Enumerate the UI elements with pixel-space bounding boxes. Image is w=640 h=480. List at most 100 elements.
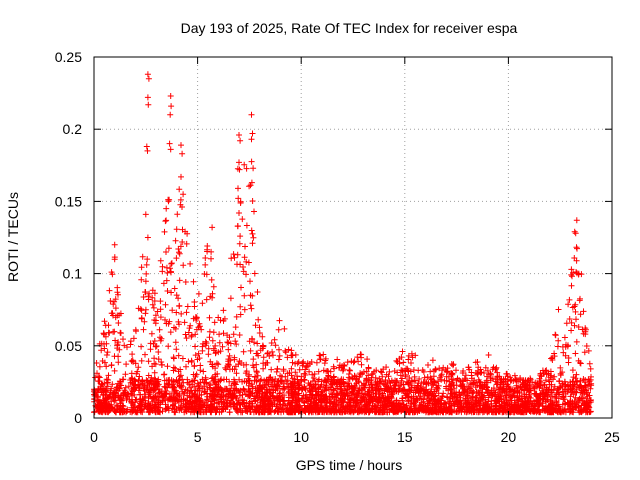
- roti-point: [586, 360, 593, 367]
- roti-point: [108, 385, 115, 392]
- roti-point: [313, 359, 320, 366]
- roti-point: [173, 255, 180, 262]
- roti-point: [216, 339, 223, 346]
- roti-point: [142, 306, 149, 313]
- roti-point: [268, 377, 275, 384]
- roti-point: [147, 340, 154, 347]
- roti-point: [259, 345, 266, 352]
- roti-point: [215, 349, 222, 356]
- roti-point: [459, 370, 466, 376]
- roti-point: [355, 407, 362, 414]
- roti-point: [237, 311, 244, 318]
- roti-point: [170, 401, 177, 408]
- roti-point: [353, 399, 360, 406]
- roti-point: [247, 292, 254, 299]
- roti-point: [95, 398, 102, 405]
- roti-point: [114, 342, 121, 349]
- roti-point: [268, 340, 275, 346]
- roti-point: [568, 266, 575, 273]
- roti-point: [472, 399, 479, 405]
- roti-point: [196, 403, 203, 410]
- roti-point: [254, 289, 261, 295]
- roti-point: [138, 399, 145, 406]
- roti-point: [192, 352, 199, 359]
- roti-point: [570, 378, 577, 385]
- roti-point: [236, 210, 242, 216]
- roti-point: [518, 401, 525, 407]
- roti-point: [173, 226, 180, 233]
- roti-point: [286, 369, 293, 376]
- roti-point: [191, 377, 198, 384]
- roti-point: [572, 230, 579, 237]
- roti-point: [213, 400, 220, 407]
- roti-point: [226, 362, 232, 368]
- roti-point: [147, 346, 154, 353]
- roti-point: [115, 353, 122, 360]
- roti-point: [424, 400, 431, 407]
- roti-point: [162, 316, 168, 323]
- roti-point: [108, 362, 115, 368]
- roti-point: [240, 348, 247, 355]
- roti-point: [272, 342, 279, 349]
- roti-point: [181, 319, 188, 326]
- roti-point: [376, 407, 383, 414]
- roti-point: [405, 380, 412, 387]
- roti-point: [94, 370, 100, 377]
- roti-point: [361, 384, 368, 391]
- roti-point: [555, 306, 562, 313]
- roti-point: [333, 390, 340, 397]
- roti-point: [587, 376, 594, 383]
- roti-point: [448, 408, 455, 415]
- roti-point: [243, 271, 249, 278]
- roti-point: [218, 401, 225, 407]
- roti-point: [139, 380, 146, 387]
- roti-point: [260, 354, 267, 361]
- roti-point: [155, 349, 162, 355]
- roti-point: [334, 356, 341, 363]
- roti-point: [454, 403, 461, 410]
- roti-point: [363, 368, 370, 375]
- roti-point: [234, 251, 241, 258]
- roti-point: [212, 371, 219, 378]
- roti-point: [285, 346, 292, 353]
- roti-point: [511, 399, 518, 406]
- roti-point: [130, 385, 137, 392]
- roti-point: [207, 358, 214, 365]
- roti-point: [482, 403, 488, 410]
- y-tick-label: 0: [74, 410, 82, 426]
- roti-point: [268, 409, 274, 416]
- roti-point: [163, 217, 170, 224]
- roti-point: [171, 397, 178, 404]
- roti-point: [167, 146, 174, 153]
- roti-point: [133, 370, 140, 377]
- roti-point: [267, 408, 274, 415]
- roti-point: [118, 392, 125, 399]
- roti-point: [533, 393, 540, 400]
- roti-point: [566, 403, 573, 410]
- roti-point: [250, 356, 257, 363]
- roti-point: [206, 334, 213, 341]
- roti-point: [482, 399, 489, 406]
- roti-point: [583, 343, 590, 349]
- roti-point: [585, 347, 592, 354]
- roti-point: [163, 377, 170, 384]
- roti-point: [553, 399, 560, 406]
- roti-point: [249, 230, 256, 237]
- roti-point: [199, 343, 206, 350]
- roti-point: [318, 389, 325, 396]
- roti-point: [309, 371, 316, 378]
- roti-point: [405, 397, 412, 404]
- roti-point: [331, 387, 337, 394]
- roti-point: [210, 377, 217, 384]
- roti-point: [581, 349, 588, 356]
- roti-point: [170, 355, 177, 362]
- roti-point: [319, 392, 326, 399]
- roti-point: [366, 396, 373, 403]
- roti-point: [388, 403, 395, 410]
- roti-point: [269, 348, 276, 355]
- roti-point: [193, 395, 200, 402]
- roti-point: [209, 394, 216, 401]
- y-tick-label: 0.25: [55, 49, 82, 65]
- roti-point: [583, 391, 590, 398]
- roti-point: [184, 303, 191, 310]
